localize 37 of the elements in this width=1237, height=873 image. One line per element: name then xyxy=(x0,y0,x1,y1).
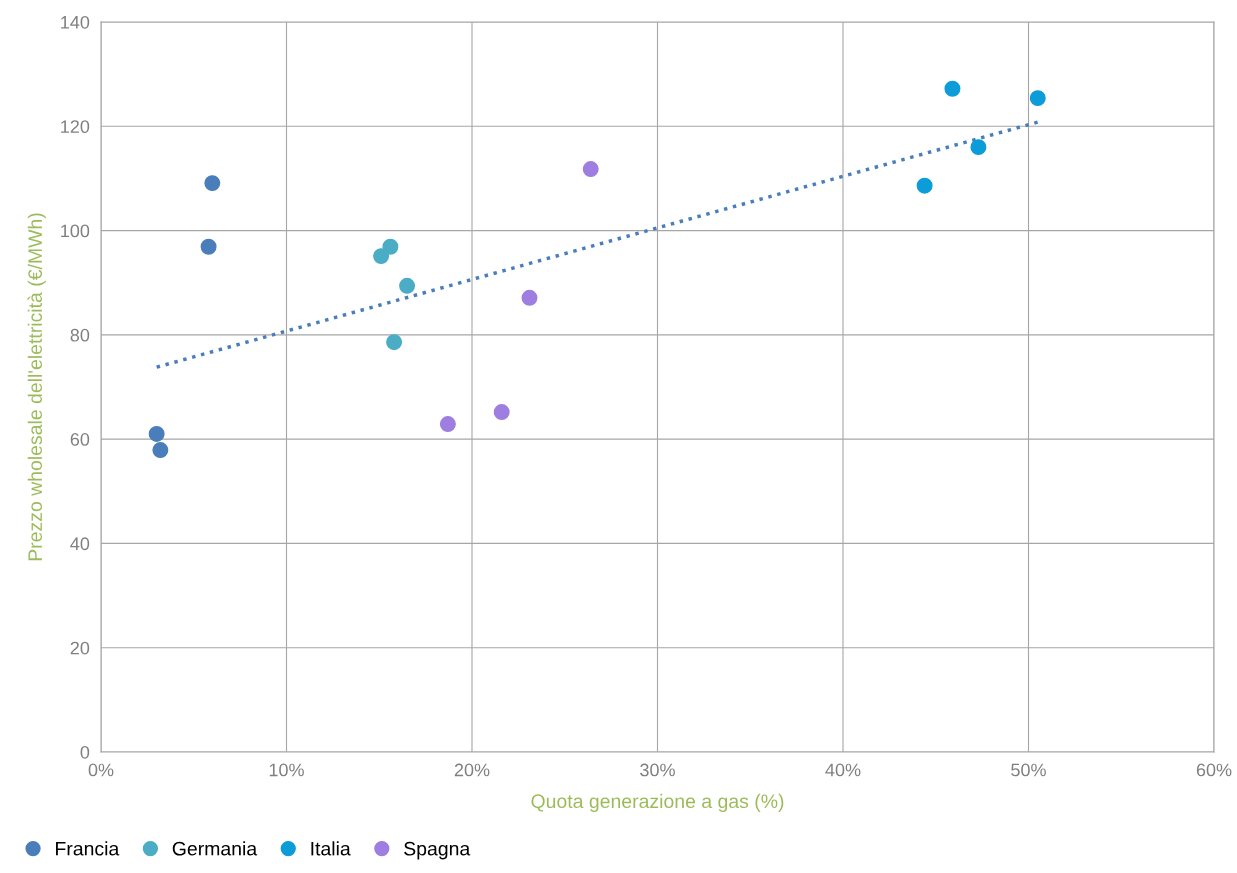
y-axis-title: Prezzo wholesale dell'elettricità (€/MWh) xyxy=(27,213,46,561)
point xyxy=(493,404,510,421)
point xyxy=(204,175,221,192)
point xyxy=(1029,90,1046,107)
point xyxy=(152,442,169,459)
x-axis-title: Quota generazione a gas (%) xyxy=(531,793,784,812)
point xyxy=(439,416,456,432)
x-tick-label: 60% xyxy=(1196,763,1232,777)
x-tick-label: 40% xyxy=(825,763,861,777)
y-tick-label: 80 xyxy=(70,328,90,342)
point xyxy=(916,177,933,194)
legend-label: Italia xyxy=(311,841,351,856)
point xyxy=(373,248,390,265)
y-tick-label: 120 xyxy=(61,120,90,134)
point xyxy=(399,277,416,294)
x-tick-label: 10% xyxy=(269,763,304,777)
x-tick-label: 30% xyxy=(640,763,675,777)
x-tick-label: 20% xyxy=(454,763,490,777)
legend-label: Francia xyxy=(56,841,120,856)
y-tick-label: 20 xyxy=(70,641,90,655)
point xyxy=(386,334,403,351)
point xyxy=(582,161,599,178)
x-tick-label: 0% xyxy=(88,763,114,777)
legend-label: Spagna xyxy=(404,841,471,860)
point xyxy=(148,425,165,442)
legend-label: Germania xyxy=(172,841,258,856)
y-tick-label: 140 xyxy=(61,15,90,29)
y-tick-label: 60 xyxy=(70,433,90,446)
y-tick-label: 100 xyxy=(61,224,90,238)
point xyxy=(944,80,961,97)
point xyxy=(521,289,538,306)
point xyxy=(200,238,217,255)
point xyxy=(970,139,987,156)
y-tick-label: 40 xyxy=(70,537,90,551)
y-tick-label: 0 xyxy=(80,745,90,759)
x-tick-label: 50% xyxy=(1011,763,1046,777)
point xyxy=(382,238,399,255)
